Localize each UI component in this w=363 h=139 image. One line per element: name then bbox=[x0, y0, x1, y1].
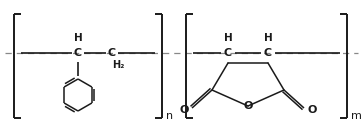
Text: C: C bbox=[108, 48, 116, 58]
Text: C: C bbox=[74, 48, 82, 58]
Text: H: H bbox=[224, 33, 232, 43]
Text: O: O bbox=[179, 105, 189, 115]
Text: C: C bbox=[224, 48, 232, 58]
Text: m: m bbox=[351, 111, 362, 121]
Text: C: C bbox=[264, 48, 272, 58]
Text: n: n bbox=[167, 111, 174, 121]
Text: O: O bbox=[307, 105, 317, 115]
Text: O: O bbox=[243, 101, 253, 111]
Text: H: H bbox=[74, 33, 82, 43]
Text: H₂: H₂ bbox=[112, 60, 124, 70]
Text: H: H bbox=[264, 33, 272, 43]
